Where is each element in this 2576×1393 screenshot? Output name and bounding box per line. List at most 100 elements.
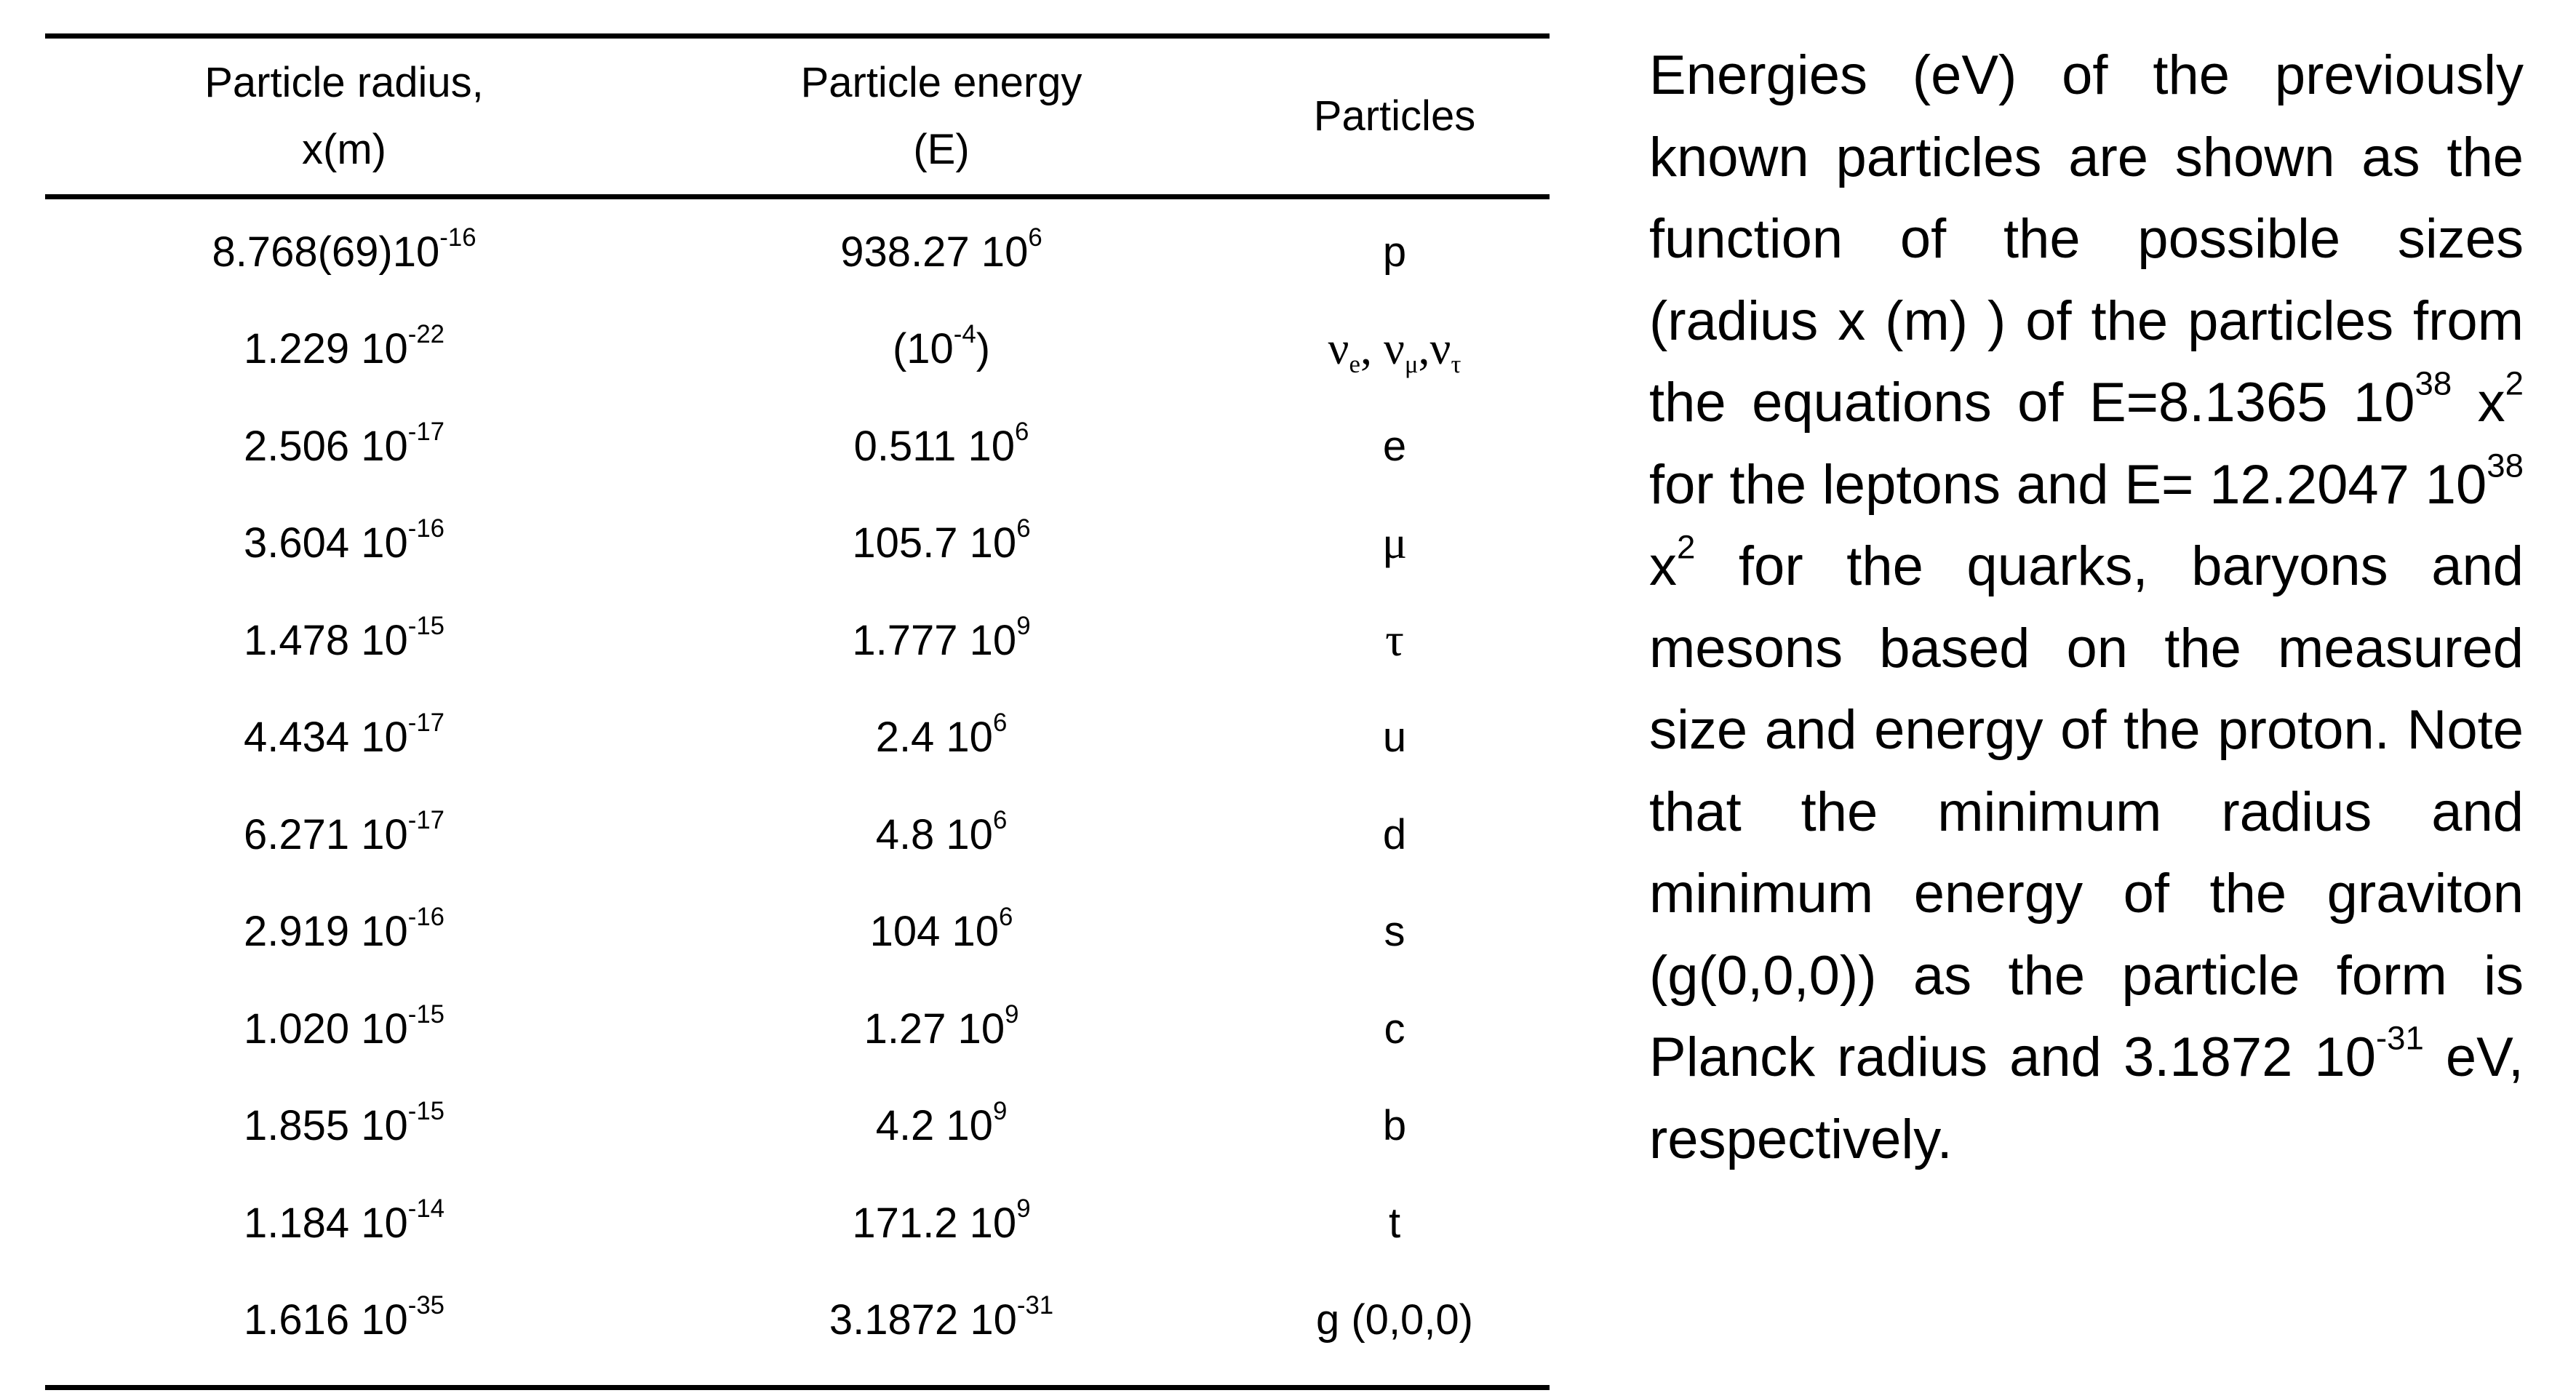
- table-row: 1.616 10-35 3.1872 10-31 g (0,0,0): [45, 1272, 1550, 1370]
- text-segment: -17: [407, 805, 445, 834]
- text-segment: -31: [2375, 1019, 2424, 1057]
- text-segment: μ: [1381, 516, 1408, 569]
- text-segment: 1.27 10: [864, 1005, 1005, 1053]
- particle-table: Particle radius, x(m) Particle energy (E) …: [45, 33, 1550, 1390]
- energy-cell: 171.2 109: [643, 1190, 1240, 1257]
- text-segment: 6: [992, 805, 1008, 834]
- energy-cell: 3.1872 10-31: [643, 1287, 1240, 1354]
- text-segment: 105.7 10: [852, 519, 1017, 567]
- text-segment: 1.855 10: [243, 1102, 408, 1150]
- energy-cell: 4.2 109: [643, 1093, 1240, 1159]
- text-segment: , ν: [1360, 322, 1405, 375]
- text-segment: 38: [2487, 447, 2524, 484]
- text-segment: -15: [407, 611, 445, 640]
- energy-cell: 2.4 106: [643, 704, 1240, 771]
- text-segment: s: [1384, 908, 1405, 956]
- text-segment: 2.506 10: [243, 422, 408, 470]
- text-segment: ): [976, 325, 991, 373]
- radius-cell: 6.271 10-17: [45, 802, 643, 869]
- table-row: 1.184 10-14 171.2 109 t: [45, 1175, 1550, 1272]
- text-segment: t: [1388, 1199, 1401, 1247]
- text-segment: Energies (eV) of the previously known pa…: [1649, 44, 2524, 434]
- table-row: 4.434 10-17 2.4 106 u: [45, 690, 1550, 787]
- text-segment: 938.27 10: [840, 228, 1029, 276]
- header-radius: Particle radius, x(m): [204, 59, 484, 173]
- radius-cell: 1.229 10-22: [45, 316, 643, 383]
- description-paragraph: Energies (eV) of the previously known pa…: [1649, 35, 2524, 1181]
- text-segment: 38: [2414, 364, 2452, 402]
- text-segment: 6: [1028, 223, 1042, 252]
- text-segment: 9: [1016, 1194, 1031, 1223]
- header-particles: Particles: [1313, 92, 1476, 140]
- text-segment: 6: [992, 709, 1008, 738]
- header-rule: [45, 194, 1550, 199]
- radius-cell: 1.616 10-35: [45, 1287, 643, 1354]
- text-segment: 2: [2505, 364, 2524, 402]
- text-segment: 3.604 10: [243, 519, 408, 567]
- text-segment: -4: [953, 320, 976, 349]
- header-energy: Particle energy (E): [800, 59, 1082, 173]
- particle-cell: s: [1240, 898, 1550, 965]
- text-segment: 2.4 10: [875, 714, 993, 762]
- text-segment: 9: [1016, 611, 1031, 640]
- text-segment: 4.8 10: [875, 810, 993, 858]
- text-segment: -16: [439, 223, 476, 252]
- table-row: 8.768(69)10-16 938.27 106 p: [45, 204, 1550, 301]
- radius-cell: 1.855 10-15: [45, 1093, 643, 1159]
- text-segment: ,ν: [1418, 322, 1451, 375]
- particle-cell: t: [1240, 1190, 1550, 1257]
- energy-cell: 105.7 106: [643, 510, 1240, 577]
- text-segment: e: [1382, 422, 1407, 470]
- radius-cell: 4.434 10-17: [45, 704, 643, 771]
- table-row: 2.919 10-16 104 106 s: [45, 884, 1550, 981]
- text-segment: 1.184 10: [243, 1199, 408, 1247]
- text-segment: τ: [1451, 350, 1462, 379]
- text-segment: 2: [1677, 528, 1696, 566]
- text-segment: -22: [407, 320, 445, 349]
- text-segment: 6: [999, 903, 1013, 932]
- table-row: 1.020 10-15 1.27 109 c: [45, 981, 1550, 1078]
- text-segment: 1.616 10: [243, 1296, 408, 1344]
- text-segment: -31: [1016, 1291, 1054, 1320]
- text-segment: b: [1382, 1102, 1407, 1150]
- text-segment: d: [1382, 810, 1407, 858]
- energy-cell: 938.27 106: [643, 219, 1240, 286]
- radius-cell: 2.506 10-17: [45, 413, 643, 480]
- energy-cell: 0.511 106: [643, 413, 1240, 480]
- text-segment: for the leptons and E= 12.2047 10: [1649, 453, 2487, 516]
- text-segment: eV, respectively.: [1649, 1026, 2524, 1170]
- particle-cell: c: [1240, 996, 1550, 1063]
- text-segment: μ: [1404, 350, 1419, 379]
- text-segment: e: [1349, 350, 1360, 379]
- text-segment: 6: [1015, 417, 1029, 446]
- text-segment: -15: [407, 1097, 445, 1126]
- text-segment: g (0,0,0): [1316, 1296, 1473, 1344]
- table-row: 1.855 10-15 4.2 109 b: [45, 1078, 1550, 1176]
- text-segment: 6.271 10: [243, 810, 408, 858]
- text-segment: 0.511 10: [853, 422, 1016, 470]
- energy-cell: 1.27 109: [643, 996, 1240, 1063]
- particle-cell: b: [1240, 1093, 1550, 1159]
- radius-cell: 1.478 10-15: [45, 607, 643, 674]
- table-body: 8.768(69)10-16 938.27 106 p 1.229 10-22 (10-…: [45, 199, 1550, 1385]
- text-segment: 1.478 10: [243, 616, 408, 664]
- text-segment: 4.2 10: [875, 1102, 993, 1150]
- text-segment: -14: [407, 1194, 445, 1223]
- top-rule: [45, 33, 1550, 39]
- text-segment: 6: [1016, 514, 1031, 543]
- text-segment: x: [1649, 535, 1677, 597]
- particle-cell: p: [1240, 219, 1550, 286]
- table-row: 3.604 10-16 105.7 106 μ: [45, 495, 1550, 593]
- text-segment: τ: [1385, 613, 1404, 666]
- particle-cell: e: [1240, 413, 1550, 480]
- text-segment: 9: [992, 1097, 1008, 1126]
- particle-cell: νe, νμ,ντ: [1240, 315, 1550, 383]
- text-segment: 9: [1005, 999, 1019, 1029]
- text-segment: ν: [1328, 322, 1349, 375]
- text-segment: p: [1382, 228, 1407, 276]
- text-segment: 4.434 10: [243, 714, 408, 762]
- particle-cell: μ: [1240, 509, 1550, 578]
- bottom-rule: [45, 1385, 1550, 1390]
- text-segment: x: [2452, 372, 2505, 434]
- table-row: 2.506 10-17 0.511 106 e: [45, 398, 1550, 495]
